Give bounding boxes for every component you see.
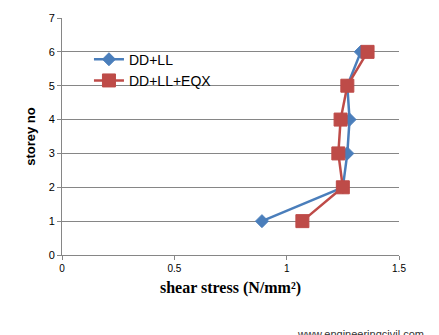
svg-text:1: 1 — [49, 215, 55, 227]
svg-text:2: 2 — [49, 181, 55, 193]
svg-text:6: 6 — [49, 46, 55, 58]
svg-text:3: 3 — [49, 147, 55, 159]
svg-text:shear stress (N/mm²): shear stress (N/mm²) — [160, 279, 301, 297]
svg-text:4: 4 — [49, 113, 55, 125]
svg-text:storey no: storey no — [23, 107, 38, 166]
svg-text:1.5: 1.5 — [392, 263, 406, 274]
svg-text:7: 7 — [49, 12, 55, 24]
svg-text:www.engineeringcivil.com: www.engineeringcivil.com — [297, 328, 424, 335]
svg-text:DD+LL: DD+LL — [129, 52, 173, 68]
svg-text:0: 0 — [59, 263, 65, 274]
svg-text:5: 5 — [49, 80, 55, 92]
svg-text:0.5: 0.5 — [167, 263, 181, 274]
svg-text:DD+LL+EQX: DD+LL+EQX — [129, 73, 211, 89]
svg-text:1: 1 — [284, 263, 290, 274]
svg-text:0: 0 — [49, 249, 55, 261]
